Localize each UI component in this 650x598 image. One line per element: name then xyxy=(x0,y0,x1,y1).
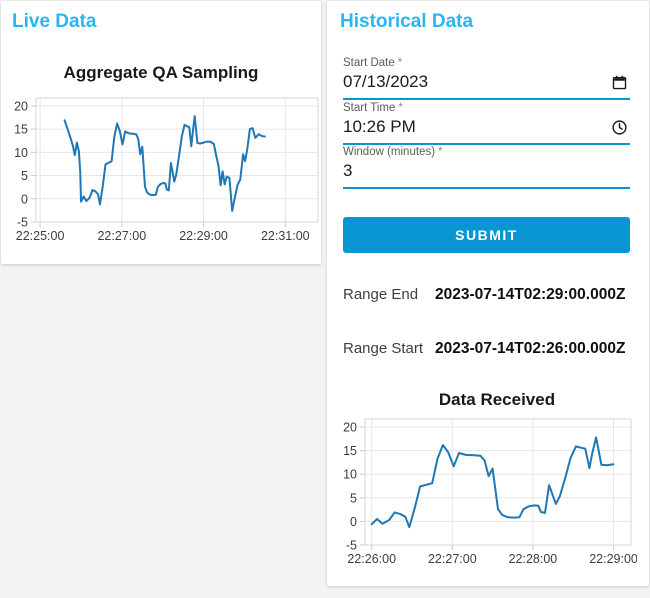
x-tick-label: 22:28:00 xyxy=(509,552,558,566)
y-tick-label: 0 xyxy=(21,192,28,206)
hist-series-line xyxy=(370,436,615,529)
hist-chart: -5 0 5 10 15 20 22:26:00 22:27:00 22:28:00 22:29:… xyxy=(343,418,637,566)
y-tick-label: 20 xyxy=(343,421,357,435)
start-time-field: Start Time * xyxy=(343,102,630,145)
y-tick-label: 0 xyxy=(350,515,357,529)
x-tick-label: 22:29:00 xyxy=(589,552,637,566)
x-tick-label: 22:31:00 xyxy=(261,229,310,243)
range-end-value: 2023-07-14T02:29:00.000Z xyxy=(435,286,626,303)
live-chart-title: Aggregate QA Sampling xyxy=(63,63,259,82)
x-tick-label: 22:27:00 xyxy=(97,229,146,243)
y-tick-label: 5 xyxy=(350,491,357,505)
live-data-panel: Live Data Aggregate QA Sampling -5 0 5 10 15… xyxy=(1,1,321,264)
window-minutes-label: Window (minutes) * xyxy=(343,146,443,158)
x-tick-label: 22:29:00 xyxy=(179,229,228,243)
start-date-input[interactable] xyxy=(343,70,630,100)
plot-border xyxy=(364,418,632,546)
start-time-input[interactable] xyxy=(343,115,630,145)
y-tick-label: 5 xyxy=(21,169,28,183)
required-marker: * xyxy=(438,146,443,158)
required-marker: * xyxy=(397,57,403,69)
live-data-heading: Live Data xyxy=(12,11,97,32)
start-date-field: Start Date * xyxy=(343,57,630,100)
historical-data-panel: Historical Data Start Date* Start Time* … xyxy=(327,1,649,586)
clock-icon[interactable] xyxy=(611,119,628,136)
y-tick-label: -5 xyxy=(346,539,357,553)
y-tick-label: 10 xyxy=(343,468,357,482)
y-tick-label: 20 xyxy=(14,99,28,113)
required-marker: * xyxy=(398,102,403,114)
y-tick-label: 15 xyxy=(14,123,28,137)
y-tick-label: 15 xyxy=(343,444,357,458)
hist-chart-title: Data Received xyxy=(438,390,556,409)
calendar-icon[interactable] xyxy=(611,74,628,91)
start-time-label: Start Time * xyxy=(343,102,403,114)
live-series-line xyxy=(63,115,266,212)
start-date-label: Start Date * xyxy=(343,57,403,69)
window-minutes-field: Window (minutes) * xyxy=(343,146,630,189)
submit-button[interactable]: SUBMIT xyxy=(343,217,630,253)
window-minutes-input[interactable] xyxy=(343,159,630,189)
x-tick-label: 22:25:00 xyxy=(16,229,65,243)
range-end-row: Range End 2023-07-14T02:29:00.000Z xyxy=(343,286,625,304)
plot-border xyxy=(35,97,319,223)
y-tick-label: -5 xyxy=(17,216,28,230)
range-start-label: Range Start xyxy=(343,340,424,357)
range-start-value: 2023-07-14T02:26:00.000Z xyxy=(435,340,626,357)
range-end-label: Range End xyxy=(343,286,419,303)
range-start-row: Range Start 2023-07-14T02:26:00.000Z xyxy=(343,340,625,358)
y-tick-label: 10 xyxy=(14,146,28,160)
x-tick-label: 22:26:00 xyxy=(347,552,396,566)
x-tick-label: 22:27:00 xyxy=(428,552,477,566)
historical-data-heading: Historical Data xyxy=(340,11,474,32)
live-chart: -5 0 5 10 15 20 22:25:00 22:27:00 22:29:00 22:31:… xyxy=(14,97,319,243)
